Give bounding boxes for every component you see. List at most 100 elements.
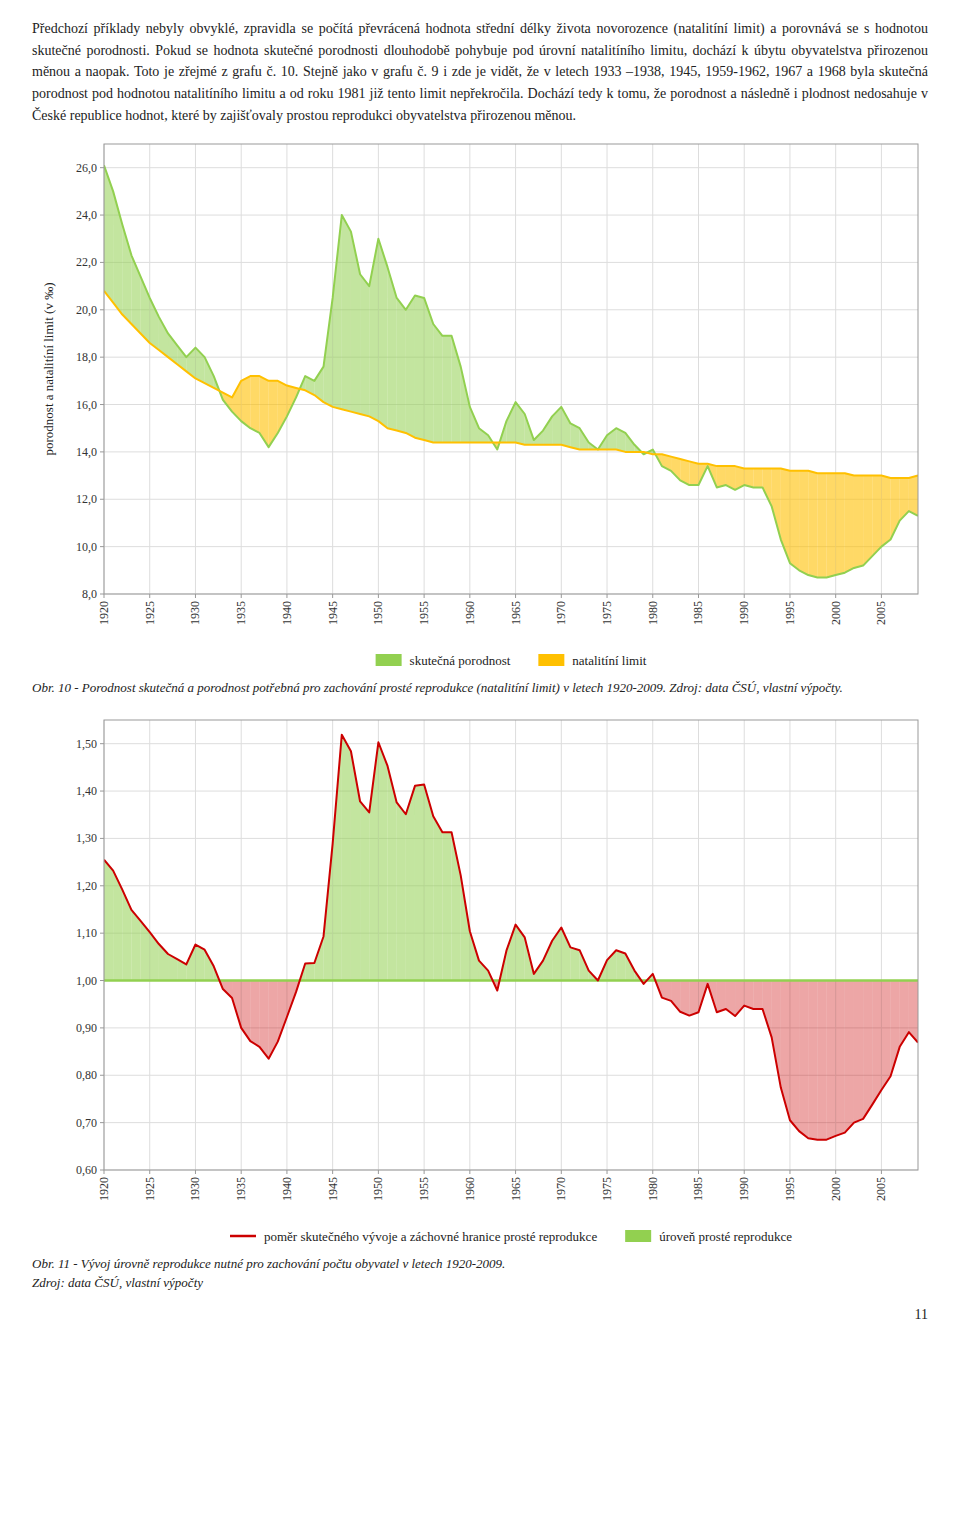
- x-tick-label: 1970: [554, 601, 568, 625]
- y-tick: [100, 1027, 104, 1028]
- legend-label: natalitíní limit: [572, 653, 646, 668]
- x-tick: [515, 1170, 516, 1174]
- grid-line-x: [286, 144, 287, 594]
- y-tick-label: 1,00: [76, 973, 97, 987]
- x-tick-label: 1995: [783, 1177, 797, 1201]
- fill-below: [278, 980, 287, 1041]
- fill-below: [753, 980, 762, 1008]
- x-tick: [744, 594, 745, 598]
- grid-line-y: [104, 743, 918, 744]
- x-tick-label: 1985: [691, 601, 705, 625]
- y-tick: [100, 1075, 104, 1076]
- grid-line-x: [607, 144, 608, 594]
- fill-below: [845, 474, 854, 573]
- fill-below: [854, 980, 863, 1122]
- caption-line: Obr. 10 - Porodnost skutečná a porodnost…: [32, 678, 928, 698]
- x-tick-label: 1960: [463, 1177, 477, 1201]
- grid-line-x: [744, 144, 745, 594]
- caption-line: Obr. 11 - Vývoj úrovně reprodukce nutné …: [32, 1254, 928, 1274]
- y-tick: [100, 594, 104, 595]
- fill-below: [872, 980, 881, 1104]
- y-tick-label: 0,80: [76, 1068, 97, 1082]
- legend-swatch: [376, 654, 402, 666]
- grid-line-y: [104, 215, 918, 216]
- fill-below: [241, 377, 250, 429]
- chart: 1920192519301935194019451950195519601965…: [32, 712, 928, 1252]
- caption: Obr. 11 - Vývoj úrovně reprodukce nutné …: [32, 1254, 928, 1293]
- x-tick: [332, 1170, 333, 1174]
- fill-below: [269, 381, 278, 447]
- x-tick: [789, 594, 790, 598]
- y-tick-label: 26,0: [76, 161, 97, 175]
- legend-swatch: [538, 654, 564, 666]
- x-tick-label: 1965: [509, 601, 523, 625]
- x-tick: [607, 594, 608, 598]
- fill-below: [827, 980, 836, 1139]
- fill-below: [753, 469, 762, 488]
- x-tick: [607, 1170, 608, 1174]
- fill-above: [397, 298, 406, 433]
- x-tick: [698, 594, 699, 598]
- fill-above: [442, 336, 451, 443]
- y-tick-label: 8,0: [82, 587, 97, 601]
- x-tick: [149, 594, 150, 598]
- x-tick-label: 2000: [829, 601, 843, 625]
- legend-swatch: [625, 1230, 651, 1242]
- x-tick-label: 1950: [371, 1177, 385, 1201]
- y-tick: [100, 1122, 104, 1123]
- x-tick-label: 1990: [737, 601, 751, 625]
- fill-below: [241, 980, 250, 1041]
- grid-line-y: [104, 980, 918, 981]
- caption-line: Zdroj: data ČSÚ, vlastní výpočty: [32, 1273, 928, 1293]
- chart: 1920192519301935194019451950195519601965…: [32, 136, 928, 676]
- x-tick: [241, 1170, 242, 1174]
- x-tick: [195, 594, 196, 598]
- fill-below: [680, 980, 689, 1015]
- fill-below: [772, 980, 781, 1087]
- x-tick-label: 1980: [646, 601, 660, 625]
- fill-above: [506, 403, 515, 443]
- x-tick-label: 2000: [829, 1177, 843, 1201]
- x-tick-label: 1980: [646, 1177, 660, 1201]
- fill-above: [333, 215, 342, 409]
- fill-above: [406, 786, 415, 981]
- y-tick-label: 1,20: [76, 879, 97, 893]
- x-tick: [561, 1170, 562, 1174]
- fill-below: [808, 980, 817, 1139]
- grid-line-x: [469, 144, 470, 594]
- legend: poměr skutečného vývoje a záchovné hrani…: [230, 1228, 792, 1243]
- x-tick-label: 1990: [737, 1177, 751, 1201]
- y-tick-label: 1,50: [76, 737, 97, 751]
- fill-above: [516, 925, 525, 981]
- y-tick: [100, 980, 104, 981]
- fill-below: [881, 476, 890, 547]
- y-tick-label: 0,60: [76, 1163, 97, 1177]
- x-tick: [104, 594, 105, 598]
- y-tick: [100, 357, 104, 358]
- x-tick: [652, 594, 653, 598]
- x-tick-label: 1985: [691, 1177, 705, 1201]
- fill-above: [122, 890, 131, 981]
- grid-line-y: [104, 933, 918, 934]
- reference-line: [104, 979, 918, 982]
- x-tick: [378, 594, 379, 598]
- fill-below: [872, 476, 881, 557]
- y-axis-label: porodnost a natalitíní limit (v ‰): [41, 283, 56, 456]
- fill-above: [351, 751, 360, 980]
- axes: 1920192519301935194019451950195519601965…: [76, 737, 888, 1201]
- grid-line-y: [104, 790, 918, 791]
- x-tick: [286, 1170, 287, 1174]
- fill-above: [543, 417, 552, 445]
- x-tick: [469, 594, 470, 598]
- fill-above: [378, 742, 387, 980]
- fill-below: [799, 980, 808, 1138]
- y-tick-label: 18,0: [76, 351, 97, 365]
- y-tick-label: 16,0: [76, 398, 97, 412]
- fill-above: [104, 860, 113, 981]
- y-tick: [100, 262, 104, 263]
- x-tick: [104, 1170, 105, 1174]
- fill-above: [342, 215, 351, 412]
- x-tick: [835, 594, 836, 598]
- fill-below: [900, 980, 909, 1046]
- fill-above: [351, 232, 360, 414]
